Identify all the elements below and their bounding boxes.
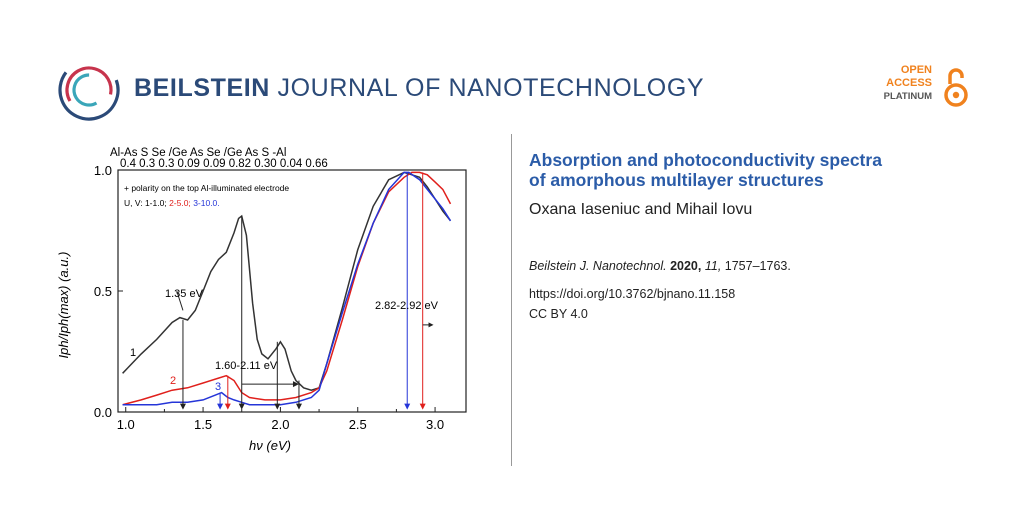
arrow-2-12-head [295,403,302,410]
access-label: ACCESS [886,77,932,89]
legend-series3: 3-10.0. [193,198,219,208]
legend-series1: U, V: 1-1.0; [124,198,167,208]
y-axis-label: Iph/Iph(max) (a.u.) [56,252,71,359]
x-tick-label: 2.5 [349,417,367,432]
arrow-red-2-92-head [419,403,426,410]
open-lock-icon [944,68,968,107]
journal-name-bold: BEILSTEIN [134,74,270,102]
series-line-3 [122,171,452,406]
x-axis-label: hν (eV) [249,438,291,453]
annotation-1-60-2-11ev: 1.60-2.11 eV [215,360,278,372]
y-tick-label: 0.0 [94,405,112,420]
citation-pages: 1757–1763. [724,259,791,273]
citation-journal: Beilstein J. Nanotechnol. [529,259,667,273]
article-doi[interactable]: https://doi.org/10.3762/bjnano.11.158 [529,287,736,301]
article-title-line2: of amorphous multilayer structures [529,170,824,190]
arrow-1-75-head [238,403,245,410]
article-title-line1: Absorption and photoconductivity spectra [529,150,882,170]
open-access-badge: OPEN ACCESS PLATINUM [884,64,932,103]
arrow-1-35-head [179,403,186,410]
curve-label-3: 3 [215,381,221,393]
x-tick-label: 3.0 [426,417,444,432]
arrow-red-1-66-head [224,403,231,410]
article-citation: Beilstein J. Nanotechnol. 2020, 11, 1757… [529,259,791,273]
legend-series2: 2-5.0; [169,198,191,208]
y-tick-label: 1.0 [94,163,112,178]
chart-layer-labels: Al-As S Se /Ge As Se /Ge As S -Al [110,147,286,159]
article-license: CC BY 4.0 [529,307,588,321]
chart-thickness-labels: 0.4 0.3 0.3 0.09 0.09 0.82 0.30 0.04 0.6… [120,158,328,170]
range-bar-head [292,381,299,388]
leader-1-35 [176,290,184,311]
annotation-1-35ev: 1.35 eV [165,288,204,300]
journal-name: BEILSTEIN JOURNAL OF NANOTECHNOLOGY [134,74,704,103]
x-tick-label: 1.0 [117,417,135,432]
vertical-divider [511,134,512,466]
series-line-1 [122,171,452,391]
legend-line2: U, V: 1-1.0; 2-5.0; 3-10.0. [124,198,220,208]
curve-label-2: 2 [170,375,176,387]
y-tick-label: 0.5 [94,284,112,299]
arrow-1-98-head [274,403,281,410]
platinum-label: PLATINUM [883,91,932,102]
photoconductivity-chart: 1.0 1.5 2.0 2.5 3.0 0.0 0.5 1.0 Al-As S Se /Ge … [56,147,467,453]
curve-label-1: 1 [130,347,136,359]
journal-name-light: JOURNAL OF NANOTECHNOLOGY [277,74,705,102]
annotation-2-82-2-92ev: 2.82-2.92 eV [375,300,439,312]
series-line-2 [122,171,452,406]
arrow-blue-2-82-head [404,403,411,410]
citation-year: 2020, [670,259,702,273]
plot-area: 1.0 1.5 2.0 2.5 3.0 0.0 0.5 1.0 [94,163,467,432]
range-bar-2-82-head [428,322,434,328]
x-tick-label: 2.0 [271,417,289,432]
x-tick-label: 1.5 [194,417,212,432]
arrow-blue-1-61-head [217,403,224,410]
open-label: OPEN [900,64,932,76]
article-authors: Oxana Iaseniuc and Mihail Iovu [529,201,753,218]
citation-volume: 11, [704,259,722,273]
article-title: Absorption and photoconductivity spectra… [529,150,969,190]
legend-line1: + polarity on the top Al-illuminated ele… [124,183,289,193]
journal-logo-icon [58,59,120,121]
